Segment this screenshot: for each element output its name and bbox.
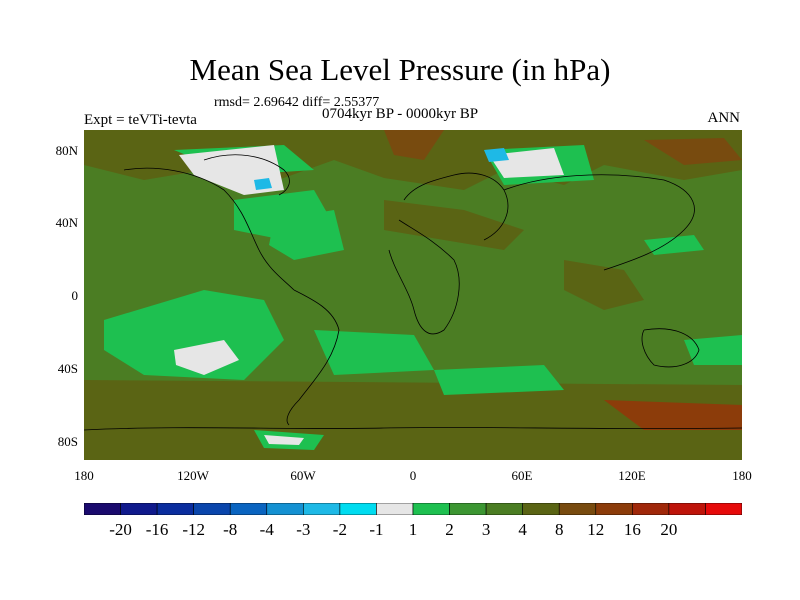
- colorbar-swatch: [266, 503, 304, 515]
- map-title: Mean Sea Level Pressure (in hPa): [189, 52, 611, 87]
- colorbar-swatch: [412, 503, 450, 515]
- lat-label-40n: 40N: [55, 215, 78, 230]
- rmsd-diff-stats: rmsd= 2.69642 diff= 2.55377: [214, 95, 380, 110]
- colorbar-swatch: [522, 503, 560, 515]
- lon-label-180e: 180: [732, 468, 752, 483]
- lat-label-0: 0: [71, 288, 79, 303]
- colorbar-label: -16: [145, 520, 169, 539]
- colorbar-swatch: [120, 503, 158, 515]
- colorbar-label: -12: [182, 520, 205, 539]
- brown-regions: [84, 130, 742, 460]
- lon-label-180w: 180: [74, 468, 94, 483]
- colorbar-label: 3: [481, 520, 491, 539]
- colorbar-swatch: [632, 503, 670, 515]
- colorbar-swatch: [449, 503, 487, 515]
- colorbar-swatch: [229, 503, 268, 515]
- lon-label-60e: 60E: [511, 468, 533, 483]
- colorbar-swatch: [193, 503, 231, 515]
- colorbar-swatch: [156, 503, 194, 515]
- colorbar-label: 8: [554, 520, 564, 539]
- colorbar-swatch: [595, 503, 633, 515]
- colorbar-swatch: [303, 503, 341, 515]
- coastlines: [84, 154, 742, 431]
- lon-label-120e: 120E: [618, 468, 646, 483]
- colorbar-swatch: [376, 503, 414, 515]
- white-regions: [174, 145, 564, 445]
- lat-label-80n: 80N: [55, 143, 78, 158]
- season-label: ANN: [707, 110, 741, 126]
- colorbar-label: 1: [408, 520, 418, 539]
- colorbar-label: -2: [332, 520, 347, 539]
- colorbar-swatch: [558, 503, 597, 515]
- colorbar-label: 20: [660, 520, 678, 539]
- colorbar-swatch: [339, 503, 377, 515]
- colorbar-label: -1: [369, 520, 384, 539]
- lon-label-120w: 120W: [177, 468, 209, 483]
- lat-label-80s: 80S: [57, 434, 78, 449]
- colorbar-label: 2: [445, 520, 454, 539]
- colorbar-label: 4: [518, 520, 527, 539]
- experiment-label: Expt = teVTi-tevta: [84, 112, 197, 128]
- colorbar: [84, 503, 742, 515]
- pressure-map: [84, 130, 742, 460]
- colorbar-label: 12: [587, 520, 605, 539]
- colorbar-label: -4: [259, 520, 274, 539]
- colorbar-swatch: [485, 503, 523, 515]
- lon-label-60w: 60W: [290, 468, 316, 483]
- colorbar-label: -3: [296, 520, 311, 539]
- lat-label-40s: 40S: [57, 361, 78, 376]
- period-subtitle: 0704kyr BP - 0000kyr BP: [321, 106, 479, 122]
- lon-label-0: 0: [409, 468, 417, 483]
- colorbar-swatch: [668, 503, 706, 515]
- colorbar-swatch: [705, 503, 742, 515]
- colorbar-label: 16: [623, 520, 641, 539]
- colorbar-label: -20: [109, 520, 132, 539]
- colorbar-label: -8: [223, 520, 238, 539]
- colorbar-swatch: [84, 503, 121, 515]
